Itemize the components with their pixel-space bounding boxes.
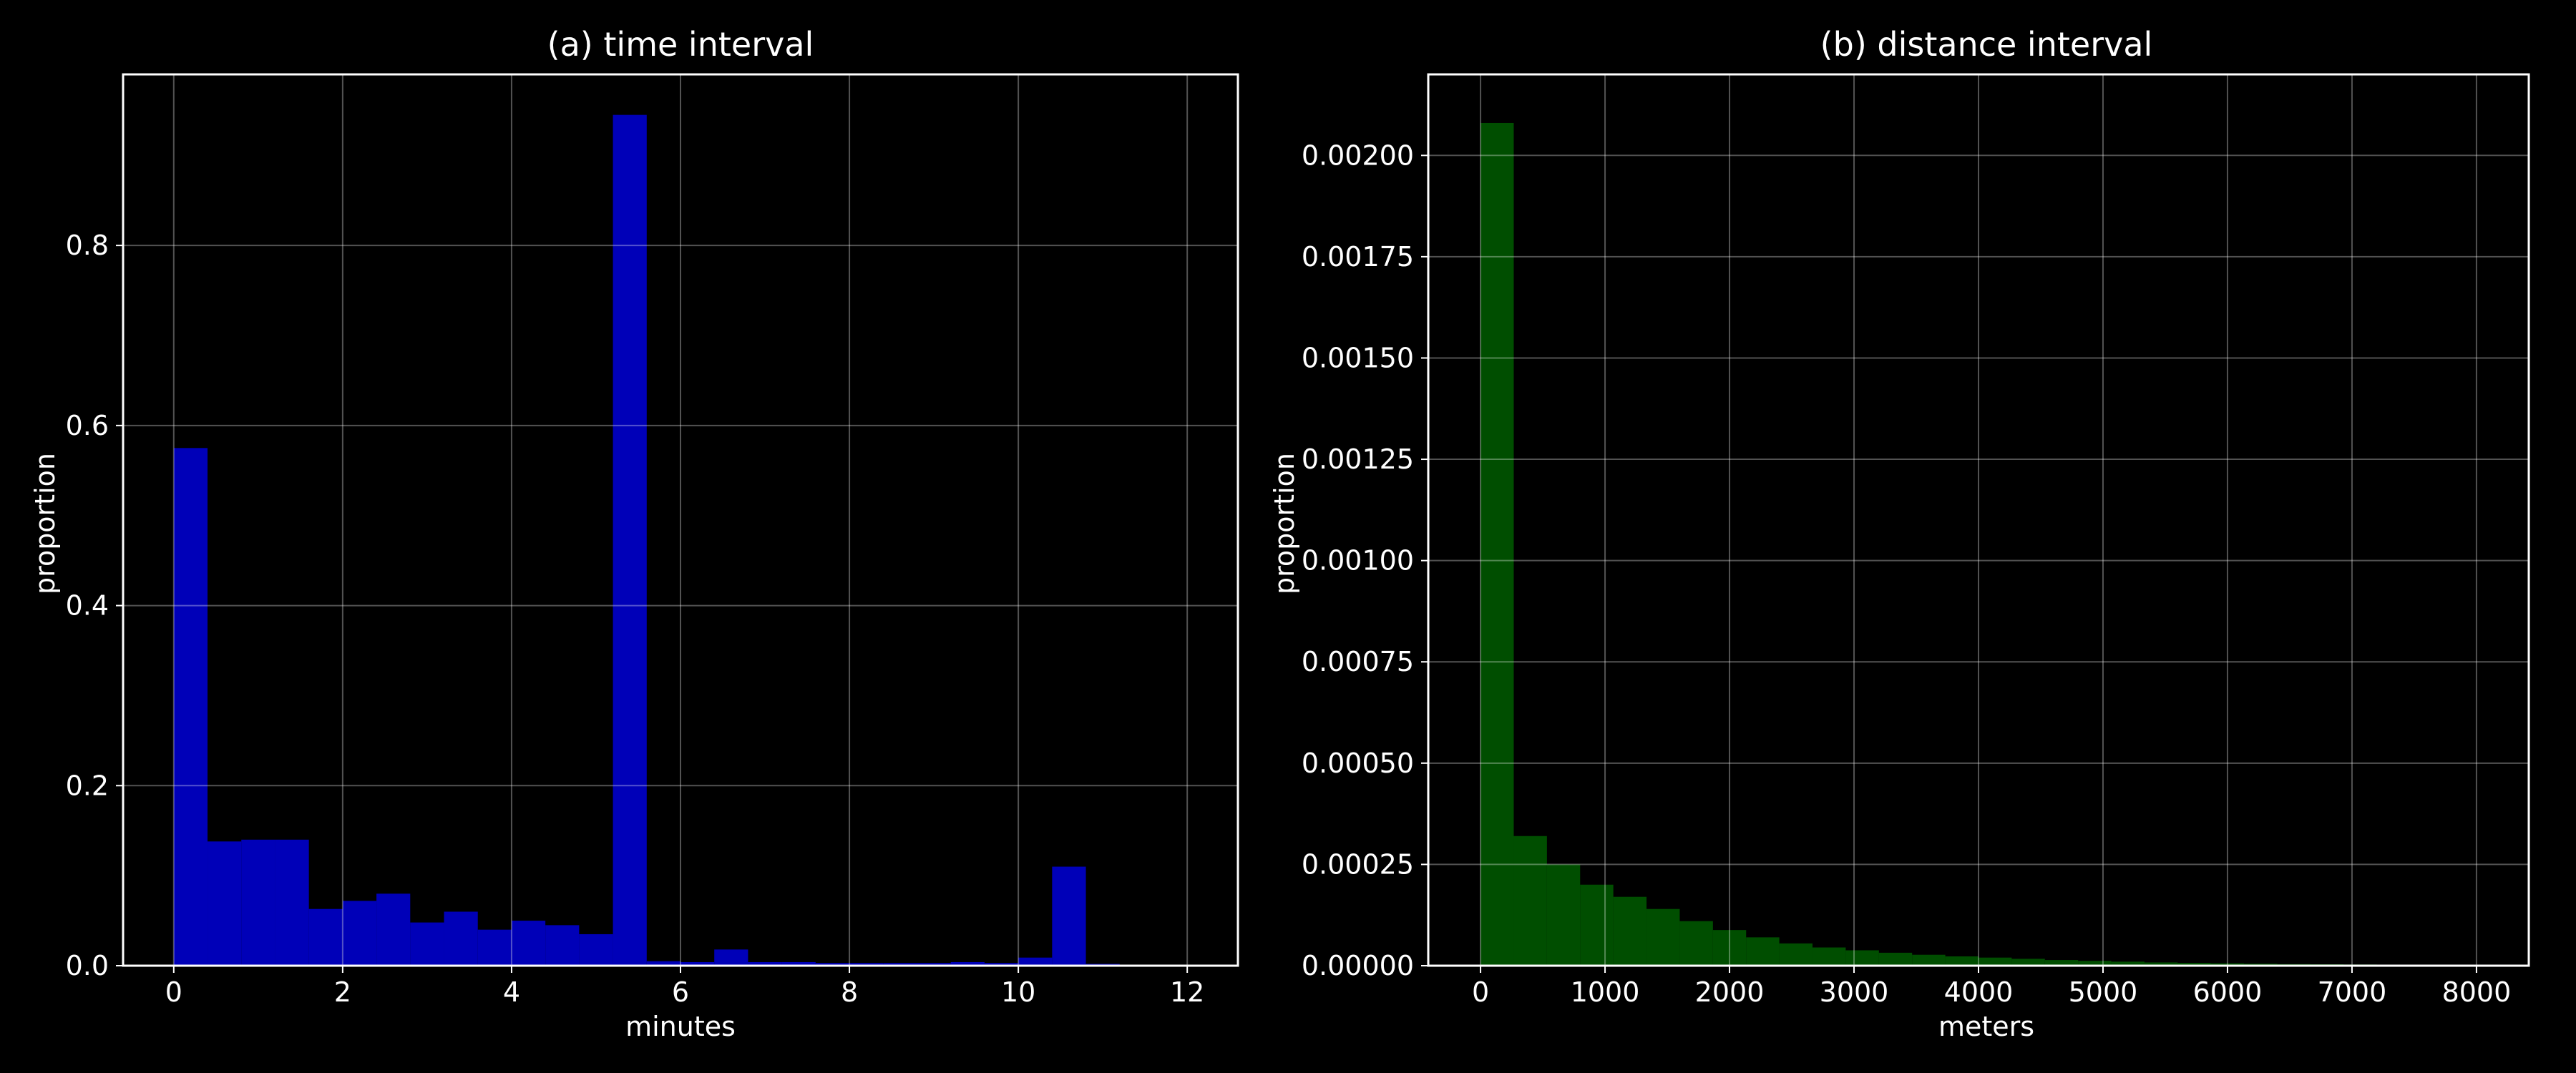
distance-x-tick-label: 0 — [1472, 976, 1489, 1008]
distance-y-tick-label: 0.00050 — [1302, 748, 1414, 779]
time-bar — [579, 934, 613, 966]
distance-bar — [2078, 961, 2112, 966]
distance-bar — [2144, 962, 2178, 966]
distance-axes-frame — [1427, 73, 2530, 967]
distance-bar — [2210, 963, 2245, 966]
time-bar — [917, 963, 951, 966]
distance-bar — [1878, 952, 1913, 966]
time-bar — [410, 922, 444, 966]
distance-bar — [1580, 884, 1614, 966]
time-y-tick-label: 0.6 — [66, 410, 109, 441]
time-bar — [1052, 866, 1086, 966]
distance-y-tick-label: 0.00000 — [1302, 950, 1414, 981]
time-bar — [1018, 957, 1053, 966]
time-bar — [613, 114, 647, 966]
time-bar — [275, 839, 309, 966]
time-bar — [748, 961, 782, 966]
distance-y-tick-label: 0.00025 — [1302, 848, 1414, 880]
distance-ticks: 0 1000 2000 3000 4000 5000 6000 7000 8000 0.00000… — [1302, 139, 2511, 1008]
time-chart-title: (a) time interval — [547, 25, 814, 64]
distance-x-tick-label: 7000 — [2318, 976, 2387, 1008]
time-x-tick-label: 2 — [334, 976, 351, 1008]
distance-bars — [1480, 122, 2477, 966]
time-bar — [815, 963, 850, 966]
distance-bar — [2044, 960, 2079, 966]
distance-bar — [2177, 963, 2211, 966]
distance-bar — [1513, 836, 1547, 966]
time-plot-area — [123, 74, 1238, 966]
distance-x-tick-label: 4000 — [1944, 976, 2014, 1008]
time-x-axis-label: minutes — [625, 1011, 736, 1042]
distance-bar — [2011, 959, 2045, 966]
time-bars — [173, 114, 1188, 966]
time-x-tick-label: 12 — [1170, 976, 1204, 1008]
distance-x-tick-label: 5000 — [2069, 976, 2138, 1008]
time-bar — [950, 961, 985, 966]
distance-bar — [1546, 864, 1581, 966]
time-x-tick-label: 8 — [841, 976, 858, 1008]
distance-bar — [1480, 122, 1514, 966]
distance-y-tick-label: 0.00125 — [1302, 444, 1414, 475]
distance-interval-chart: (b) distance interval meters proportion … — [1269, 25, 2530, 1042]
time-bar — [984, 963, 1019, 966]
distance-bar — [1712, 930, 1747, 966]
distance-chart-title: (b) distance interval — [1820, 25, 2153, 64]
distance-x-tick-label: 1000 — [1571, 976, 1640, 1008]
distance-bar — [1979, 957, 2012, 966]
distance-y-tick-label: 0.00200 — [1302, 139, 1414, 171]
time-bar — [477, 929, 512, 966]
distance-bar — [1945, 956, 1979, 966]
distance-plot-area — [1428, 74, 2529, 966]
distance-bar — [1779, 943, 1813, 966]
time-x-tick-label: 4 — [503, 976, 520, 1008]
time-x-tick-label: 0 — [165, 976, 182, 1008]
time-y-tick-label: 0.2 — [66, 770, 109, 801]
time-axes-frame — [122, 73, 1239, 967]
time-bar — [342, 901, 377, 966]
time-bar — [511, 921, 546, 966]
distance-x-tick-label: 2000 — [1695, 976, 1765, 1008]
distance-y-tick-label: 0.00075 — [1302, 646, 1414, 677]
distance-bar — [1613, 896, 1647, 966]
distance-x-tick-label: 3000 — [1820, 976, 1889, 1008]
distance-x-tick-label: 8000 — [2442, 976, 2512, 1008]
distance-y-tick-label: 0.00100 — [1302, 545, 1414, 577]
distance-x-axis-label: meters — [1938, 1011, 2034, 1042]
time-bar — [173, 448, 208, 966]
time-bar — [241, 839, 275, 966]
time-bar — [444, 911, 478, 966]
distance-bar — [1746, 937, 1780, 966]
distance-x-tick-label: 6000 — [2193, 976, 2263, 1008]
time-bar — [849, 963, 884, 966]
time-bar — [545, 925, 580, 966]
distance-y-axis-label: proportion — [1269, 453, 1300, 594]
distance-bar — [1845, 950, 1879, 966]
time-interval-chart: (a) time interval minutes proportion 0 2 4… — [29, 25, 1239, 1042]
time-x-tick-label: 6 — [672, 976, 689, 1008]
time-bar — [883, 963, 917, 966]
distance-bar — [1679, 921, 1713, 966]
distance-y-tick-label: 0.00175 — [1302, 241, 1414, 273]
time-bar — [680, 961, 715, 966]
time-ticks: 0 2 4 6 8 10 12 0.0 0.2 0.4 0.6 0.8 — [66, 230, 1205, 1008]
time-y-tick-label: 0.0 — [66, 950, 109, 981]
time-bar — [308, 908, 343, 966]
time-bar — [781, 961, 816, 966]
distance-y-tick-label: 0.00150 — [1302, 342, 1414, 373]
time-bar — [646, 961, 680, 966]
distance-bar — [1646, 908, 1680, 966]
time-y-tick-label: 0.4 — [66, 590, 109, 622]
time-y-tick-label: 0.8 — [66, 230, 109, 261]
distance-bar — [2111, 961, 2145, 966]
time-bar — [208, 841, 242, 966]
distance-bar — [1813, 947, 1846, 966]
time-x-tick-label: 10 — [1001, 976, 1035, 1008]
distance-bar — [1912, 954, 1946, 966]
time-bar — [376, 893, 411, 966]
time-y-axis-label: proportion — [29, 453, 61, 594]
time-bar — [714, 949, 748, 966]
